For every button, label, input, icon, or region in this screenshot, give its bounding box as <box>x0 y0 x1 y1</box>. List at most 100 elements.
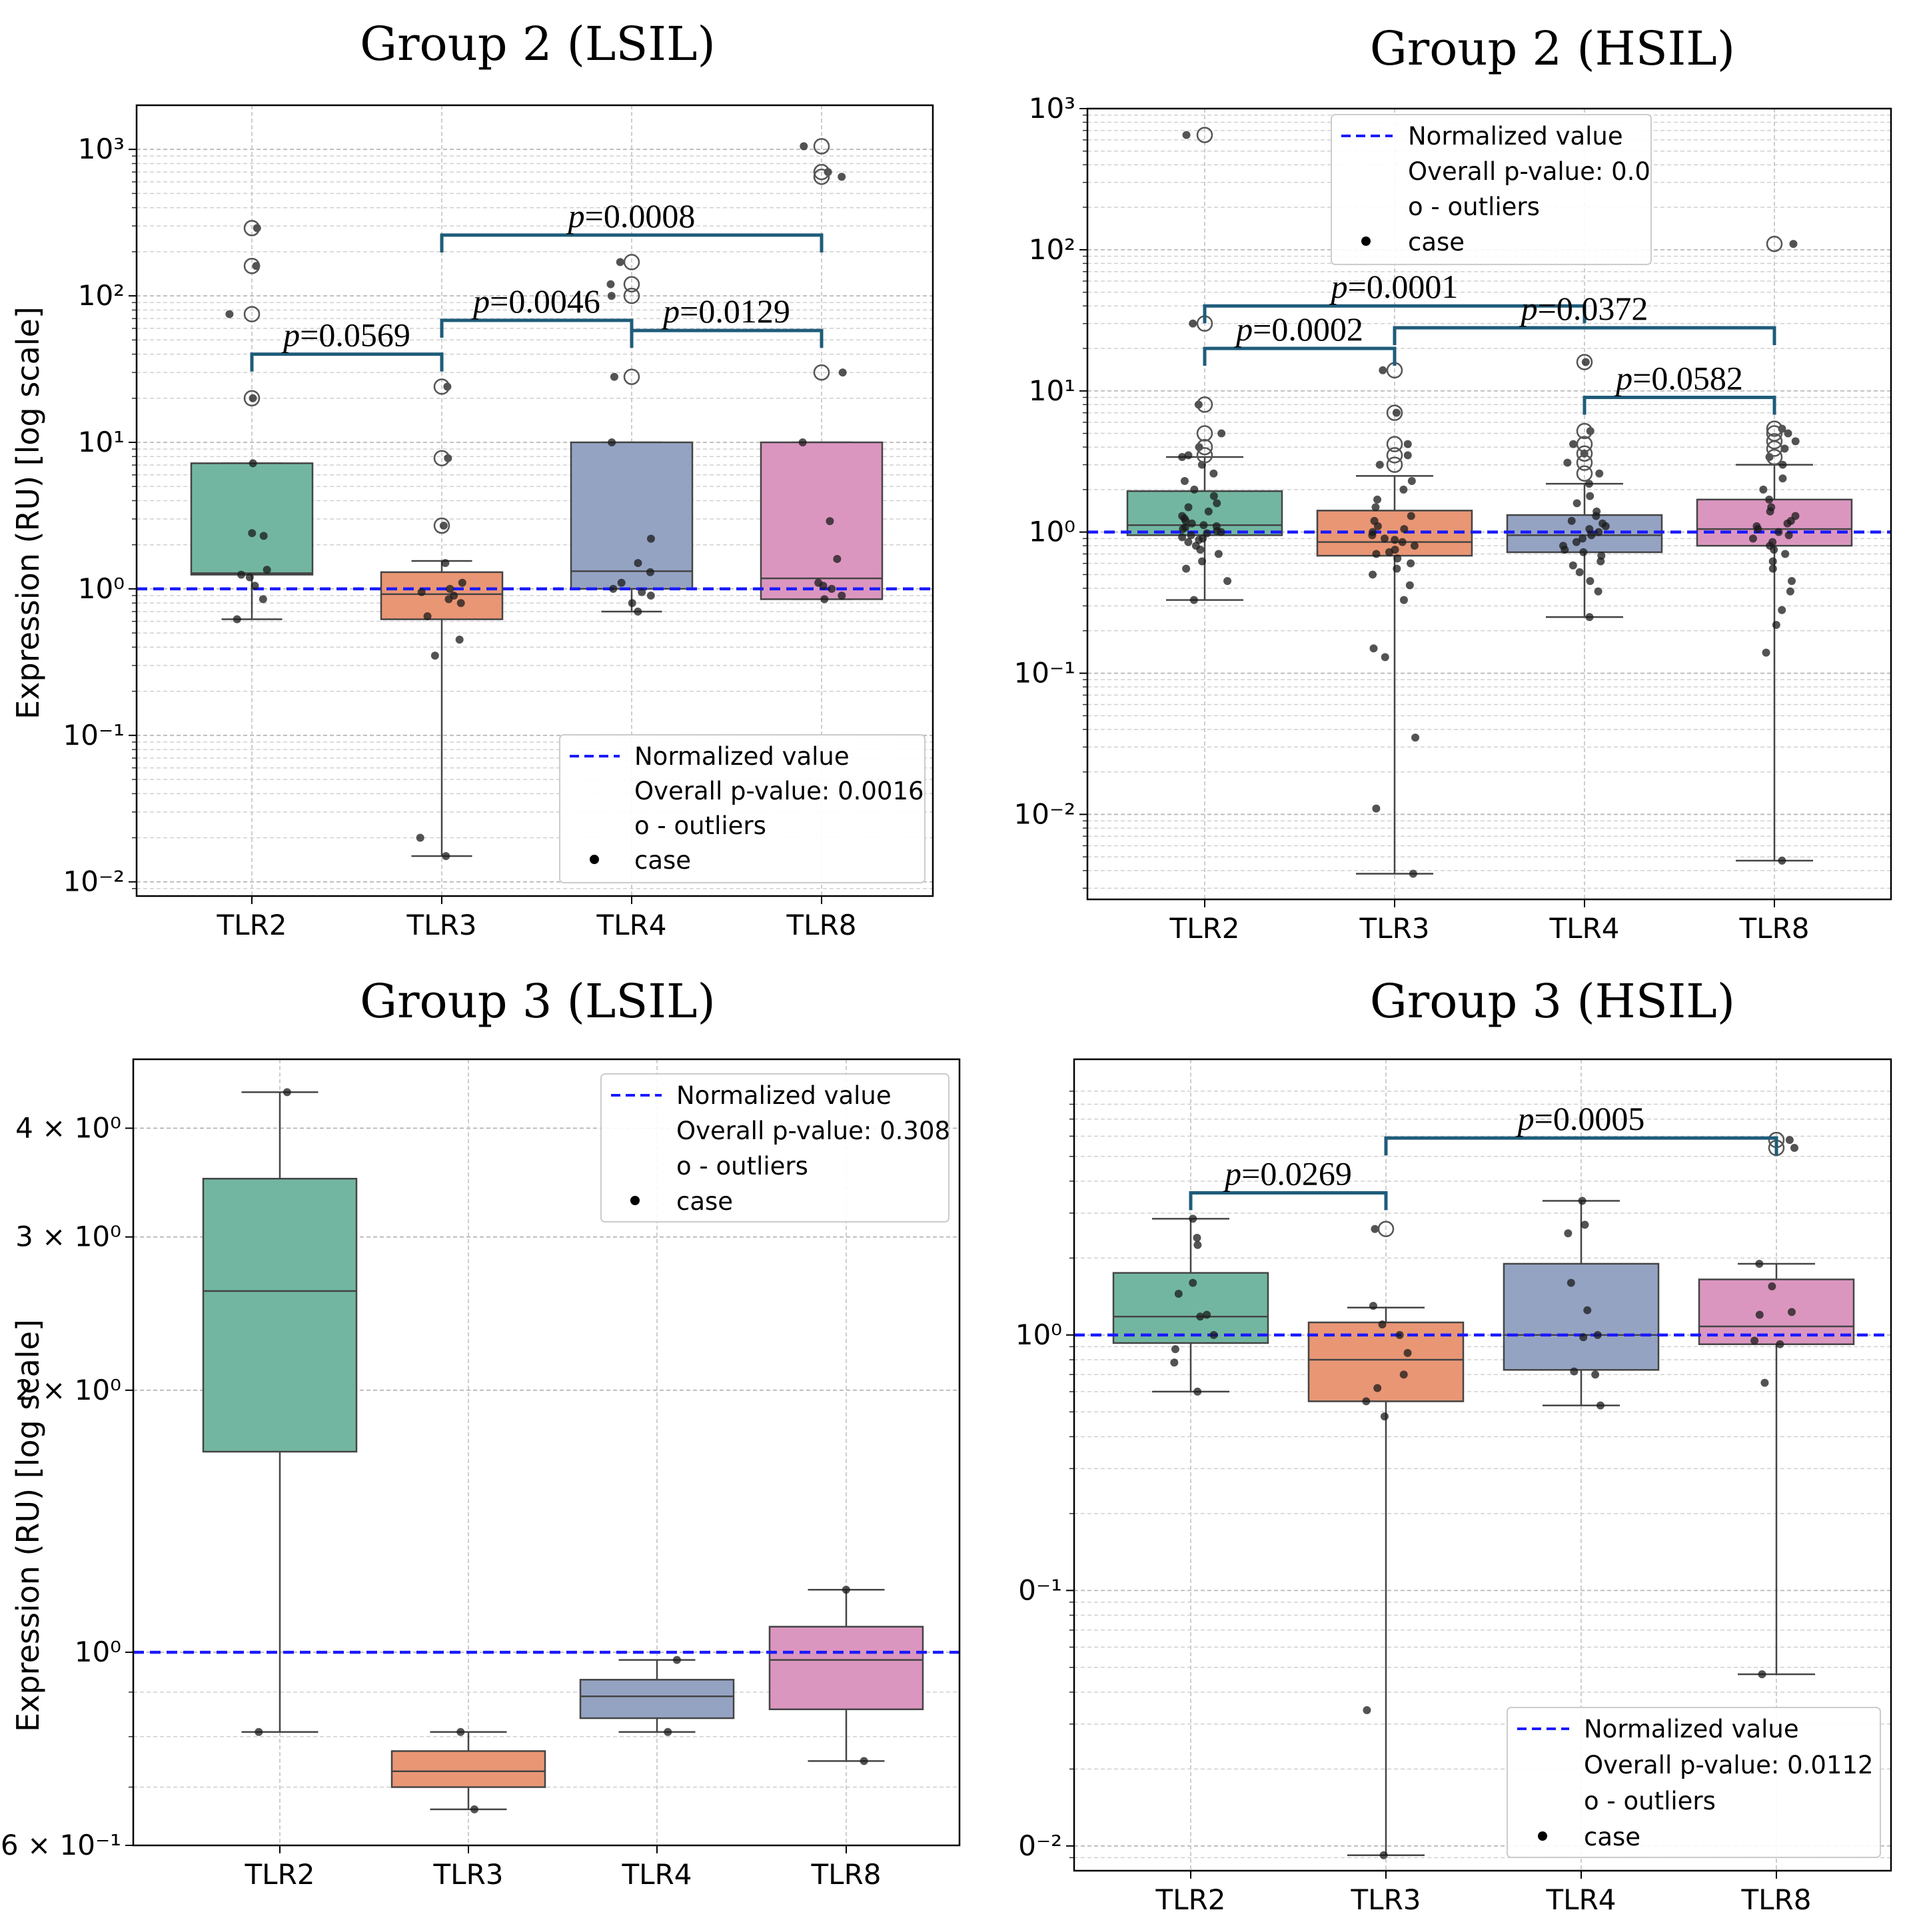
case-point <box>1214 550 1223 558</box>
case-point <box>1378 1320 1387 1328</box>
case-point <box>1790 1143 1799 1152</box>
y-tick-label: 10³ <box>78 133 125 165</box>
outlier-marker <box>243 390 261 407</box>
case-point <box>1788 577 1796 586</box>
case-point <box>1755 1310 1764 1319</box>
case-point <box>443 382 452 391</box>
legend-overall-p-value: Overall p-value: 0.0 <box>1408 157 1650 186</box>
y-tick-label: 10¹ <box>78 426 125 458</box>
y-tick-label: 0⁻¹ <box>1018 1574 1062 1606</box>
case-point <box>1572 538 1581 546</box>
p-value-label: p=0.0002 <box>1234 310 1363 348</box>
case-point <box>820 595 829 604</box>
y-tick-label: 10⁻¹ <box>63 719 125 751</box>
case-point <box>259 532 268 540</box>
case-point <box>838 591 846 600</box>
case-point <box>1781 550 1790 558</box>
case-point <box>1786 587 1794 596</box>
significance-bracket <box>1583 395 1776 415</box>
panel-group2-hsil: Group 2 (HSIL) 10⁻² 10⁻¹ 10⁰ 10¹ 10² 10³ p=0.0… <box>1014 21 1892 945</box>
case-point <box>446 584 454 593</box>
case-point <box>814 578 823 587</box>
x-tick-label: TLR2 <box>245 1858 315 1891</box>
case-point <box>1778 474 1787 483</box>
case-point <box>1762 648 1770 657</box>
y-tick-label: 6 × 10⁻¹ <box>1 1829 121 1861</box>
case-point <box>456 599 465 608</box>
case-point <box>672 1656 681 1664</box>
outlier-marker <box>243 220 261 237</box>
legend-case: case <box>634 846 691 875</box>
p-value-label: p=0.0129 <box>661 292 790 330</box>
case-point <box>1178 453 1187 462</box>
axes-frame <box>132 1058 961 1847</box>
outlier-marker <box>433 517 450 534</box>
outlier-marker <box>623 276 640 292</box>
case-point <box>606 280 615 288</box>
x-tick-label: TLR8 <box>1741 1883 1812 1916</box>
outlier-marker <box>1576 454 1593 471</box>
significance-bracket <box>1189 1191 1388 1210</box>
case-point <box>255 1727 263 1736</box>
legend-case: case <box>676 1187 733 1216</box>
case-point <box>1209 1330 1218 1339</box>
case-point <box>1575 568 1584 576</box>
box-tlr4 <box>579 1679 735 1719</box>
case-point <box>1789 240 1798 248</box>
case-point <box>1586 492 1594 500</box>
case-point <box>1784 531 1793 540</box>
x-tick-label: TLR8 <box>1739 912 1810 945</box>
case-point <box>798 438 807 446</box>
case-point <box>430 652 439 660</box>
case-point <box>1198 557 1207 566</box>
case-point <box>609 584 618 593</box>
outlier-marker <box>433 450 450 466</box>
case-point <box>1583 1306 1592 1314</box>
case-point <box>1752 522 1761 530</box>
legend: Normalized value Overall p-value: 0.0016… <box>559 734 926 883</box>
outlier-marker <box>1766 448 1783 466</box>
case-point <box>1570 1367 1579 1376</box>
case-point <box>1182 564 1191 573</box>
legend-overall-p-value: Overall p-value: 0.0112 <box>1584 1751 1874 1779</box>
case-point <box>1403 1348 1412 1357</box>
case-point <box>1393 554 1402 563</box>
case-point <box>1774 528 1783 536</box>
case-point <box>442 851 450 860</box>
case-point <box>616 258 624 266</box>
case-point <box>1375 460 1384 469</box>
outlier-marker <box>813 169 830 185</box>
case-point <box>800 142 808 151</box>
case-point <box>1755 1259 1764 1268</box>
case-point <box>634 559 642 568</box>
case-point <box>1180 477 1189 486</box>
case-point <box>1184 538 1193 546</box>
case-point <box>263 566 271 574</box>
case-point <box>1759 485 1768 494</box>
axes-frame <box>135 104 934 897</box>
case-point <box>458 578 466 587</box>
x-tick-label: TLR4 <box>622 1858 692 1891</box>
case-point <box>1189 1214 1197 1223</box>
case-point <box>664 1727 672 1736</box>
case-point <box>1407 477 1416 486</box>
panel-title: Group 3 (HSIL) <box>1370 974 1735 1029</box>
case-point <box>1395 1330 1404 1339</box>
case-point <box>607 292 616 300</box>
case-point <box>1405 581 1414 590</box>
case-point <box>1193 1387 1202 1396</box>
panel-group3-lsil: Group 3 (LSIL) Expression (RU) [log scal… <box>1 974 961 1891</box>
box-tlr8 <box>768 1626 924 1710</box>
legend-normalized-value: Normalized value <box>634 742 850 771</box>
outlier-marker <box>813 164 830 181</box>
case-point <box>1371 503 1380 512</box>
case-point <box>417 588 426 596</box>
case-point <box>1760 1378 1769 1387</box>
case-point <box>1223 577 1232 586</box>
p-value-label: p=0.0046 <box>471 282 600 320</box>
legend-box <box>1331 114 1652 265</box>
outlier-marker <box>243 257 261 274</box>
outlier-marker <box>1576 354 1593 370</box>
case-point <box>1184 503 1193 512</box>
case-point <box>1373 495 1382 504</box>
